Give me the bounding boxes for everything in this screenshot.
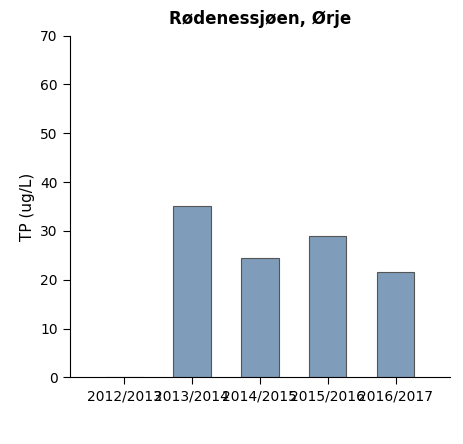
Title: Rødenessjøen, Ørje: Rødenessjøen, Ørje	[169, 10, 350, 28]
Bar	[308, 236, 346, 377]
Y-axis label: TP (ug/L): TP (ug/L)	[19, 172, 35, 241]
Bar	[173, 206, 210, 377]
Bar	[376, 273, 413, 377]
Bar	[241, 258, 278, 377]
